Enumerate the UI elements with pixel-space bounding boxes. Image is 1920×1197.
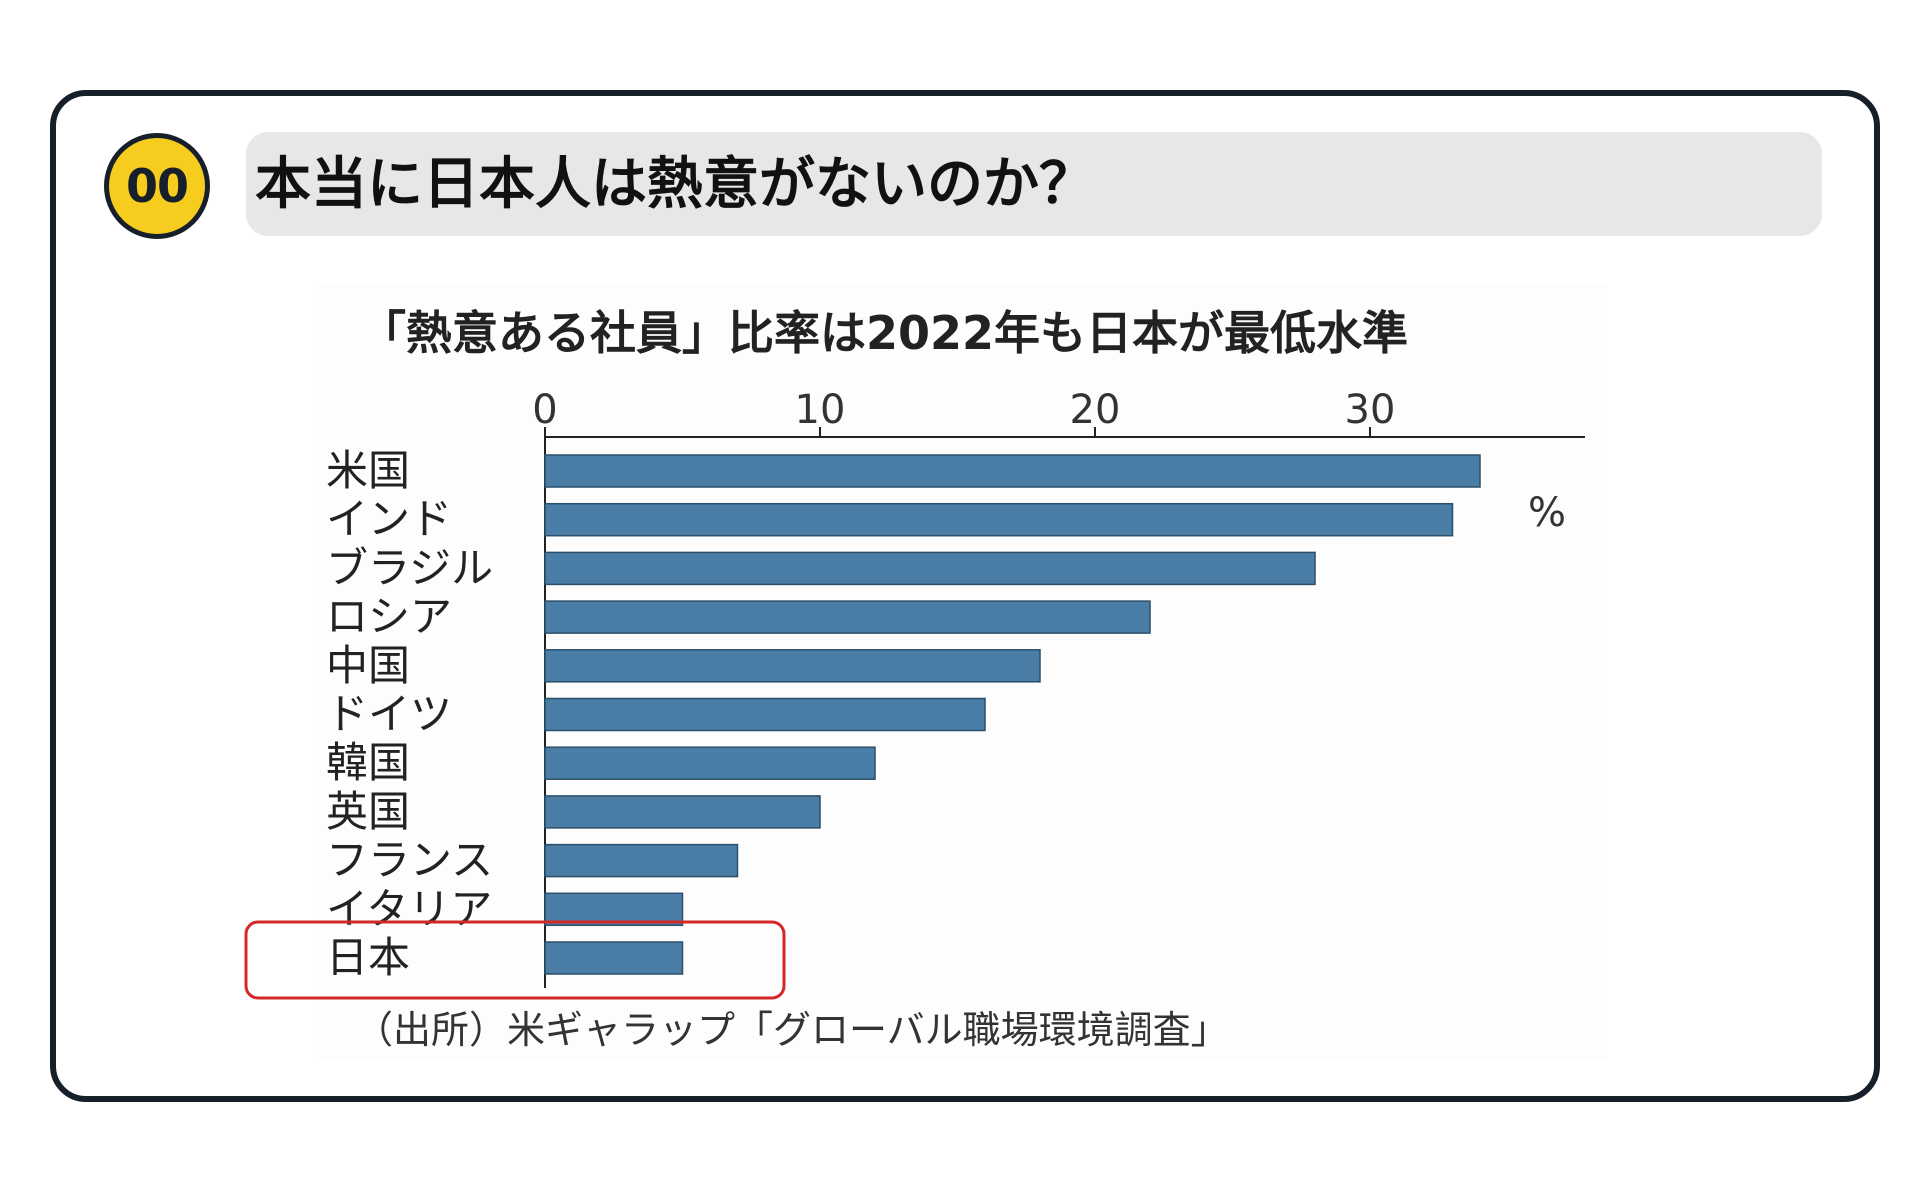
category-label-7: 韓国: [326, 738, 410, 787]
category-label-10: イタリア: [326, 884, 492, 933]
x-tick-label-10: 10: [795, 387, 846, 433]
category-label-4: ロシア: [326, 592, 452, 641]
bar-11: [544, 941, 684, 975]
highlight-box: [244, 920, 786, 1000]
x-tick-label-20: 20: [1070, 387, 1121, 433]
bar-6: [544, 697, 986, 732]
category-label-9: フランス: [326, 836, 493, 885]
category-label-11: 日本: [326, 933, 410, 982]
bar-8: [544, 795, 821, 829]
chart-source: （出所）米ギャラップ「グローバル職場環境調査」: [355, 1008, 1229, 1052]
section-number-badge: 00: [104, 133, 210, 239]
bar-4: [544, 600, 1151, 634]
category-label-2: インド: [326, 495, 452, 544]
axis-unit-label: %: [1528, 490, 1567, 536]
category-label-3: ブラジル: [326, 543, 493, 592]
category-label-6: ドイツ: [326, 690, 452, 739]
category-label-8: 英国: [326, 787, 410, 836]
x-tick-label-0: 0: [532, 387, 557, 433]
page-title: 本当に日本人は熱意がないのか？: [255, 152, 1095, 217]
bar-1: [544, 454, 1481, 488]
x-tick-label-30: 30: [1345, 387, 1396, 433]
category-label-1: 米国: [326, 446, 410, 495]
bar-10: [544, 892, 684, 927]
bar-3: [544, 551, 1316, 586]
title-bar: [246, 132, 1822, 236]
category-label-5: 中国: [326, 641, 410, 690]
bar-9: [544, 843, 739, 878]
bar-2: [544, 502, 1454, 537]
bar-7: [544, 746, 876, 780]
chart-title: 「熱意ある社員」比率は2022年も日本が最低水準: [360, 306, 1409, 360]
bar-5: [544, 649, 1041, 683]
